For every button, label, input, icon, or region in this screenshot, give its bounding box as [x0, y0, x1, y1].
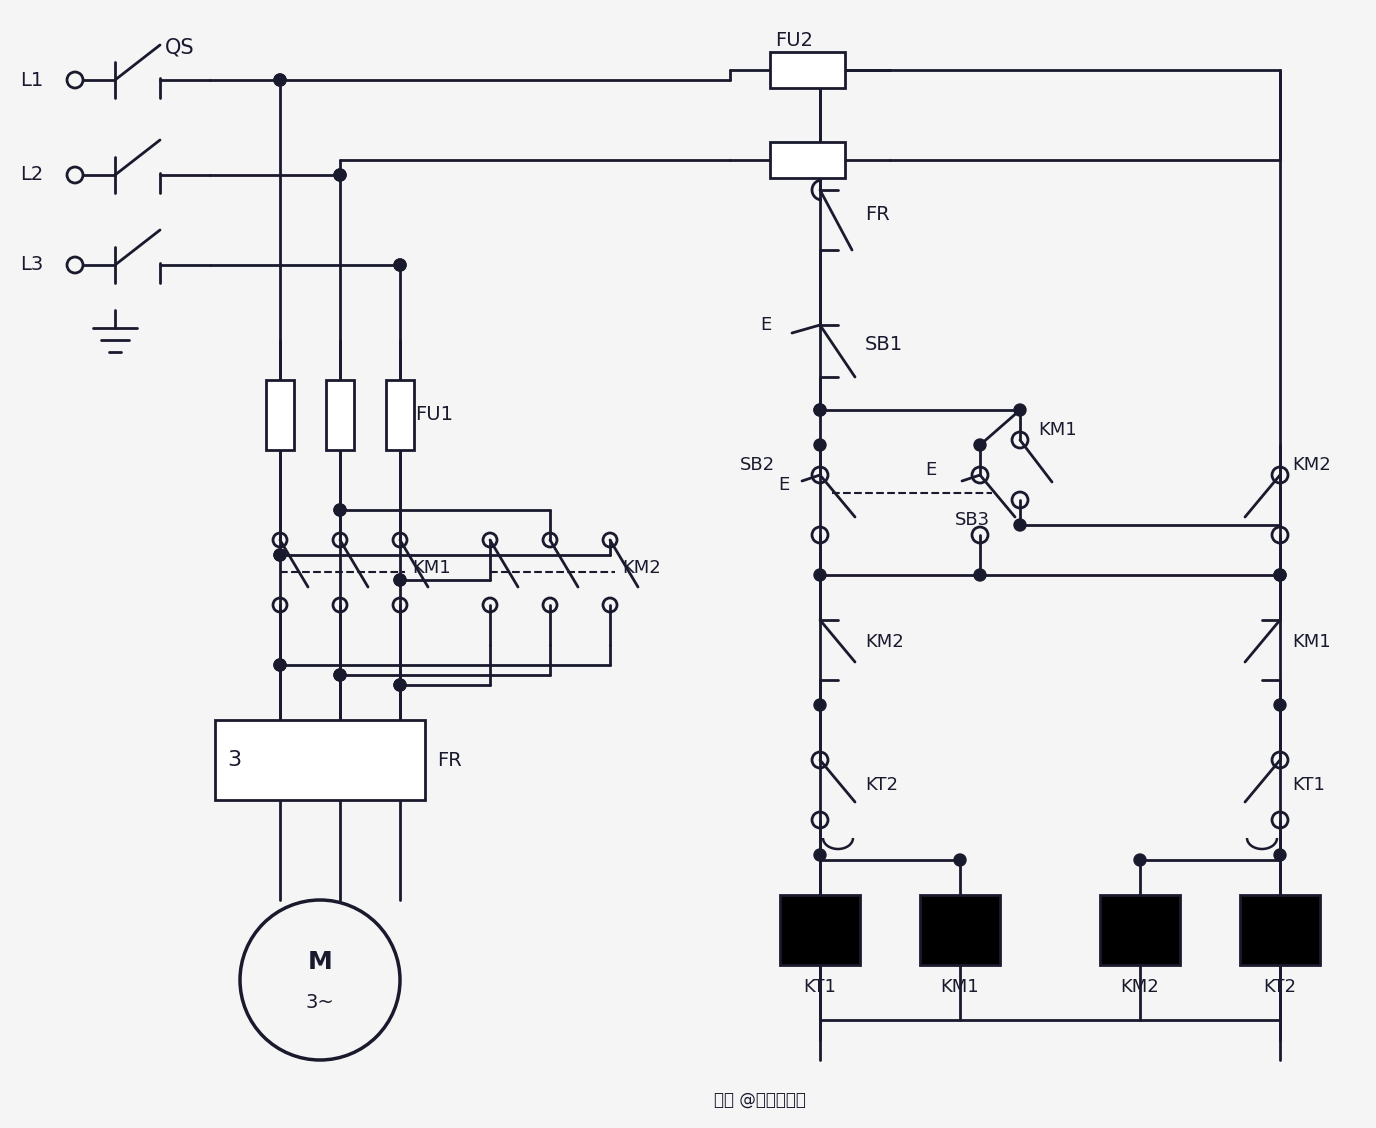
Text: 知乎 @电力观察官: 知乎 @电力观察官: [714, 1091, 806, 1109]
Text: KM1: KM1: [1292, 633, 1331, 651]
Bar: [387, 380, 414, 450]
Text: L1: L1: [21, 70, 43, 89]
Text: KM2: KM2: [866, 633, 904, 651]
Circle shape: [274, 549, 286, 561]
Circle shape: [815, 439, 826, 451]
Circle shape: [334, 504, 345, 515]
Circle shape: [1274, 699, 1287, 711]
Text: KM2: KM2: [1292, 456, 1331, 474]
Bar: [771, 52, 845, 88]
Circle shape: [1274, 849, 1287, 861]
Circle shape: [1274, 569, 1287, 581]
Text: SB2: SB2: [740, 456, 775, 474]
Text: FR: FR: [866, 205, 890, 224]
Circle shape: [394, 259, 406, 271]
Circle shape: [334, 669, 345, 681]
Text: KT2: KT2: [866, 776, 899, 794]
Circle shape: [1134, 854, 1146, 866]
Text: QS: QS: [165, 38, 194, 58]
Text: L2: L2: [21, 166, 43, 185]
Bar: [326, 380, 354, 450]
Text: KM1: KM1: [411, 559, 450, 578]
Circle shape: [815, 849, 826, 861]
Circle shape: [815, 404, 826, 416]
Bar: [1099, 895, 1181, 964]
Circle shape: [334, 669, 345, 681]
Text: E: E: [925, 461, 936, 479]
Circle shape: [1014, 404, 1026, 416]
Circle shape: [954, 854, 966, 866]
Text: FU2: FU2: [775, 30, 813, 50]
Circle shape: [394, 259, 406, 271]
Circle shape: [394, 679, 406, 691]
Text: FR: FR: [438, 750, 462, 769]
Circle shape: [274, 74, 286, 86]
Text: SB1: SB1: [866, 335, 903, 354]
Circle shape: [815, 699, 826, 711]
Circle shape: [334, 169, 345, 180]
Circle shape: [974, 439, 987, 451]
Text: KT1: KT1: [804, 978, 837, 996]
Text: 3: 3: [227, 750, 241, 770]
Text: 3~: 3~: [305, 993, 334, 1012]
Bar: [771, 142, 845, 178]
Text: KM1: KM1: [1038, 421, 1076, 439]
Text: E: E: [760, 316, 772, 334]
Text: KM2: KM2: [622, 559, 660, 578]
Text: E: E: [777, 476, 790, 494]
Text: KT1: KT1: [1292, 776, 1325, 794]
Bar: [1240, 895, 1320, 964]
Circle shape: [1274, 569, 1287, 581]
Circle shape: [394, 574, 406, 587]
Bar: [921, 895, 1000, 964]
Text: SB3: SB3: [955, 511, 991, 529]
Circle shape: [334, 504, 345, 515]
Bar: [266, 380, 294, 450]
Circle shape: [1014, 519, 1026, 531]
Circle shape: [394, 679, 406, 691]
Circle shape: [394, 574, 406, 587]
Text: L3: L3: [21, 256, 43, 274]
Circle shape: [274, 549, 286, 561]
Bar: [780, 895, 860, 964]
Circle shape: [815, 569, 826, 581]
Text: KM1: KM1: [941, 978, 980, 996]
Circle shape: [334, 169, 345, 180]
Circle shape: [815, 404, 826, 416]
Circle shape: [274, 659, 286, 671]
Circle shape: [274, 659, 286, 671]
Text: KM2: KM2: [1120, 978, 1160, 996]
Circle shape: [974, 569, 987, 581]
Text: M: M: [308, 950, 333, 973]
Text: FU1: FU1: [416, 405, 453, 424]
Text: KT2: KT2: [1263, 978, 1296, 996]
Bar: [215, 720, 425, 800]
Circle shape: [274, 74, 286, 86]
